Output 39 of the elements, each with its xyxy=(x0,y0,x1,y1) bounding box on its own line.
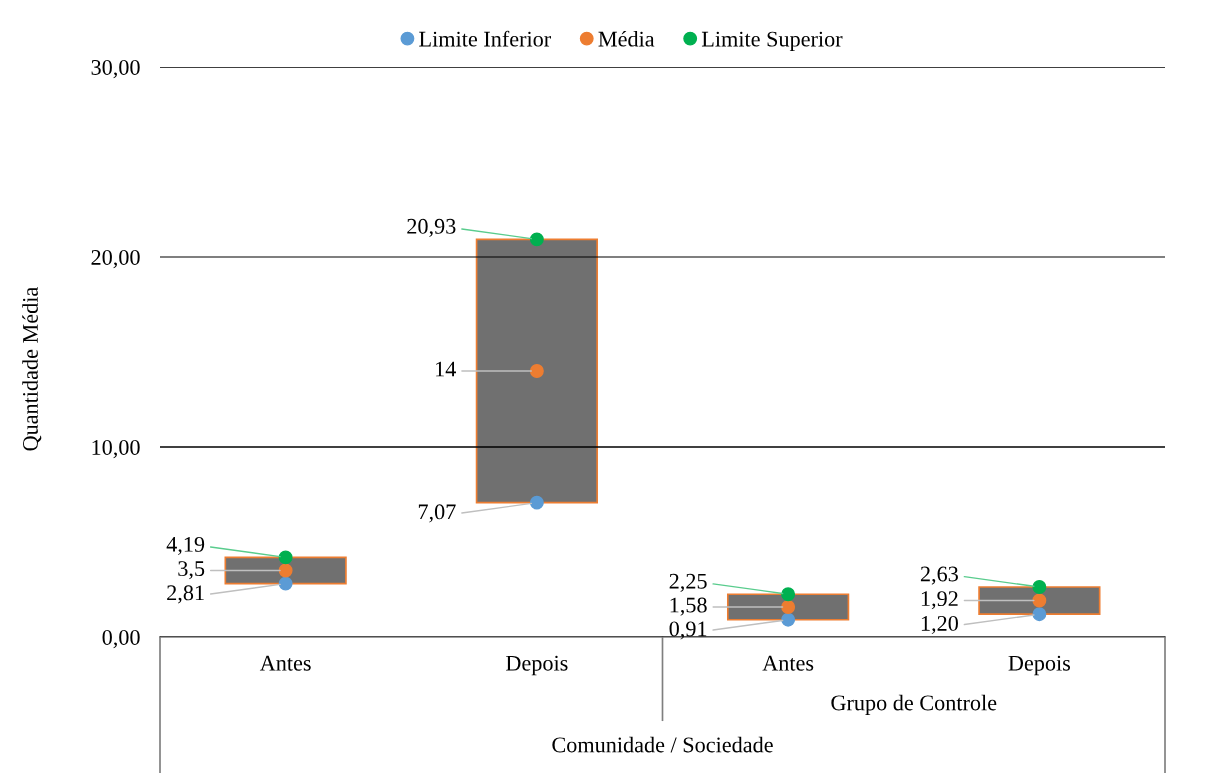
legend-label: Limite Inferior xyxy=(419,30,551,47)
point xyxy=(278,550,293,565)
point xyxy=(529,364,544,378)
data-label: 2,63 xyxy=(920,566,958,585)
point xyxy=(1032,607,1047,622)
text: Grupo de Controle xyxy=(831,694,997,715)
data-label: 4,19 xyxy=(166,536,205,556)
data-label: 20,93 xyxy=(407,218,456,237)
x-axis-title: Comunidade / Sociedade xyxy=(552,736,773,753)
point xyxy=(278,563,293,578)
point xyxy=(529,232,544,247)
y-tick-label: 30,00 xyxy=(91,59,140,79)
point xyxy=(529,495,544,510)
data-label: 2,25 xyxy=(669,573,707,592)
x-tick-label: Antes xyxy=(762,655,814,671)
data-label: 1,20 xyxy=(921,615,958,635)
point xyxy=(278,576,293,591)
point xyxy=(781,600,796,614)
x-tick-label: Depois xyxy=(506,655,568,676)
x-tick-label: Antes xyxy=(259,655,311,671)
y-axis-title: Quantidade Média xyxy=(22,287,42,451)
point xyxy=(1032,593,1047,608)
bar xyxy=(475,238,599,504)
data-label: 1,58 xyxy=(670,597,707,616)
data-label: 7,07 xyxy=(418,504,456,523)
data-label: 2,81 xyxy=(167,585,204,604)
y-tick-label: 0,00 xyxy=(102,629,140,649)
y-tick-label: 20,00 xyxy=(91,249,140,269)
data-label: 1,92 xyxy=(921,591,958,610)
data-label: 3,5 xyxy=(178,561,205,580)
point xyxy=(781,587,796,602)
legend-label: Média xyxy=(598,30,655,47)
point xyxy=(1032,580,1047,594)
data-label: 14 xyxy=(436,361,456,377)
legend-label: Limite Superior xyxy=(701,31,843,52)
data-label: 0,91 xyxy=(669,621,707,640)
point xyxy=(781,612,796,627)
y-tick-label: 10,00 xyxy=(92,439,140,459)
x-tick-label: Depois xyxy=(1008,655,1071,676)
